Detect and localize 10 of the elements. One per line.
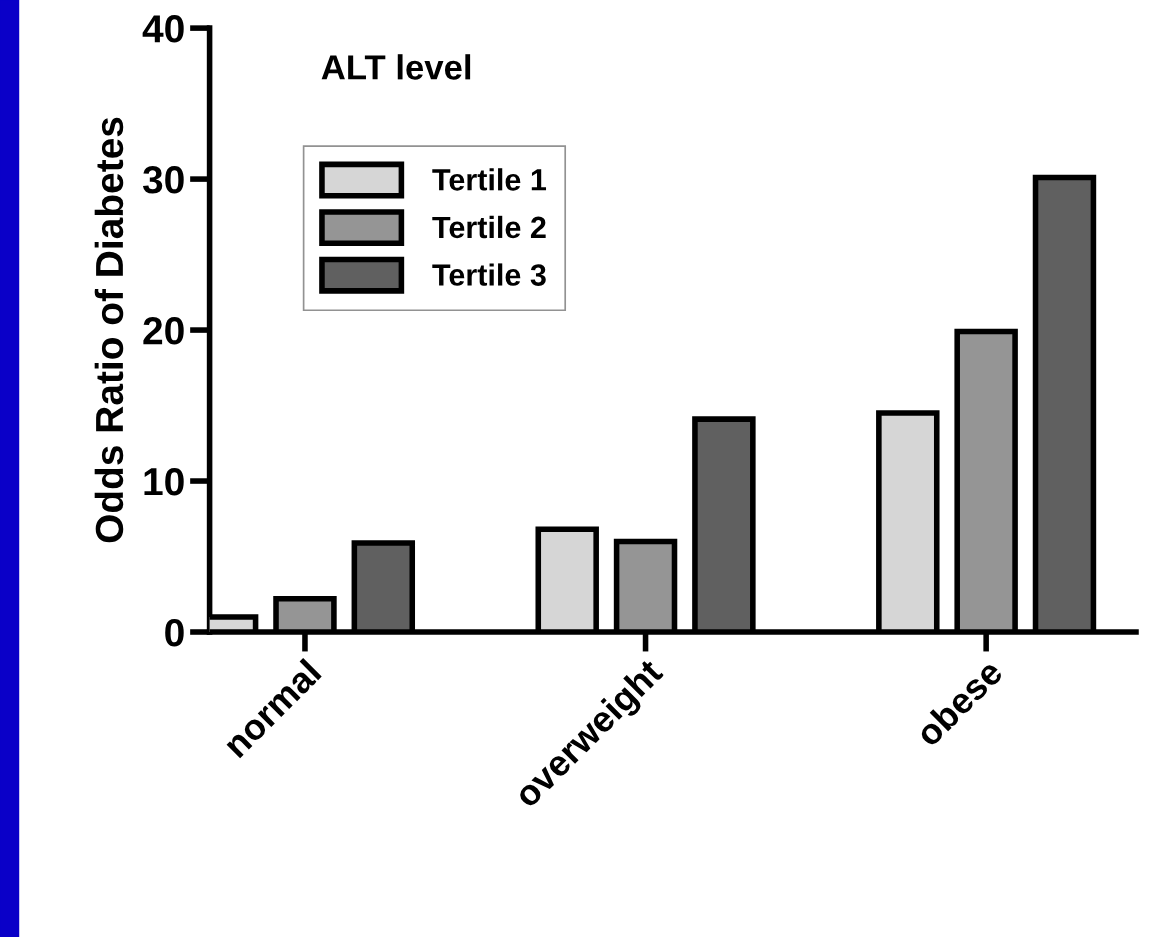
y-tick-label: 40 [142,15,184,43]
y-tick-label: 0 [165,618,184,647]
legend-label: Tertile 1 [432,168,547,191]
y-tick-label: 20 [143,316,184,345]
y-tick-label: 10 [144,467,184,496]
y-axis-title: Odds Ratio of Diabetes [94,117,124,543]
legend-label: Tertile 2 [432,215,546,239]
y-tick-label: 30 [142,166,184,194]
legend-label: Tertile 3 [432,263,546,286]
legend-title: ALT level [321,54,471,80]
